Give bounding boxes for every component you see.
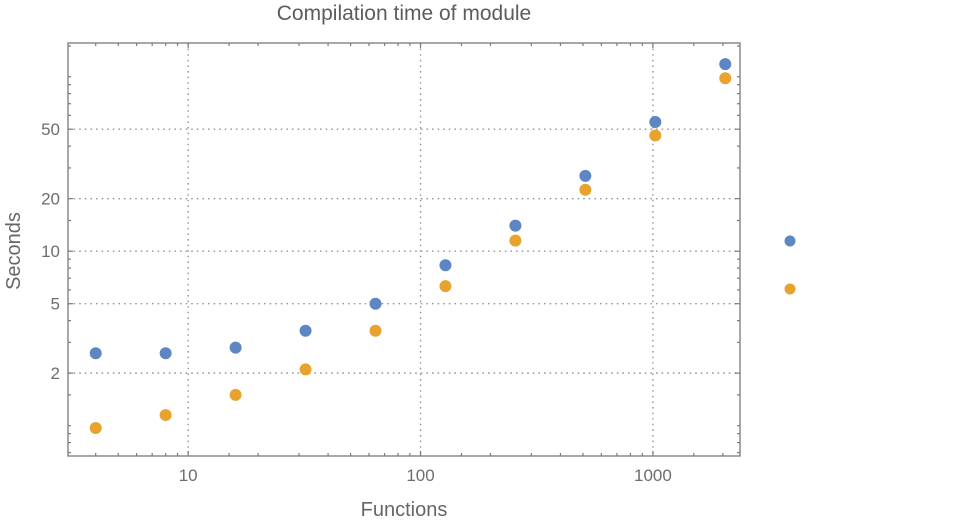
data-point-series-2-orange-x1024 [649, 129, 662, 142]
y-tick-label-10: 10 [41, 242, 60, 261]
data-point-series-2-orange-x512 [579, 183, 592, 196]
x-tick-label-100: 100 [406, 466, 434, 485]
data-point-series-1-blue-x16 [229, 341, 242, 354]
data-point-series-1-blue-x256 [509, 219, 522, 232]
data-point-series-1-blue-x64 [369, 297, 382, 310]
legend-marker-series-2-orange [784, 283, 796, 295]
data-point-series-2-orange-x2048 [719, 72, 732, 85]
data-point-series-1-blue-x128 [439, 259, 452, 272]
data-point-series-1-blue-x1024 [649, 115, 662, 128]
y-tick-label-5: 5 [51, 295, 60, 314]
x-tick-label-10: 10 [179, 466, 198, 485]
data-point-series-2-orange-x256 [509, 234, 522, 247]
data-point-series-1-blue-x8 [159, 347, 172, 360]
y-tick-label-50: 50 [41, 120, 60, 139]
x-axis-label: Functions [360, 499, 448, 521]
data-point-series-1-blue-x4 [89, 347, 102, 360]
x-tick-label-1000: 1000 [634, 466, 672, 485]
y-tick-label-20: 20 [41, 190, 60, 209]
data-point-series-2-orange-x4 [89, 421, 102, 434]
data-point-series-2-orange-x128 [439, 280, 452, 293]
plot-frame [67, 42, 741, 457]
legend-marker-series-1-blue [784, 235, 796, 247]
data-point-series-2-orange-x8 [159, 409, 172, 422]
chart-title: Compilation time of module [276, 2, 532, 25]
data-point-series-1-blue-x32 [299, 324, 312, 337]
data-point-series-1-blue-x512 [579, 169, 592, 182]
data-point-series-2-orange-x32 [299, 363, 312, 376]
data-point-series-2-orange-x64 [369, 324, 382, 337]
data-point-series-2-orange-x16 [229, 388, 242, 401]
data-point-series-1-blue-x2048 [719, 58, 732, 71]
y-axis-label: Seconds [3, 212, 25, 290]
y-tick-label-2: 2 [51, 364, 60, 383]
